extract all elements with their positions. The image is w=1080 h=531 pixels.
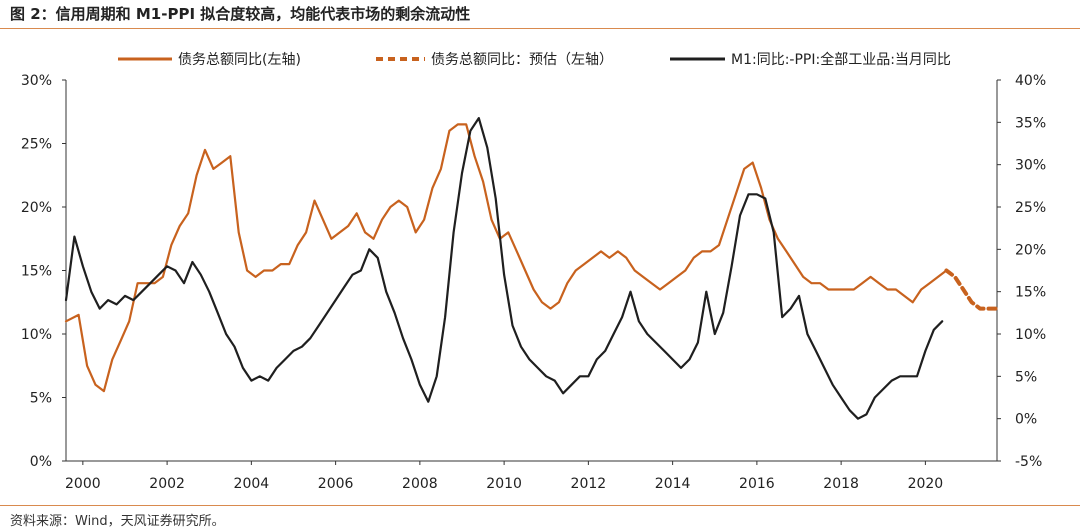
x-tick-label: 2002: [149, 476, 185, 492]
left-tick-label: 0%: [30, 454, 52, 470]
right-tick-label: 30%: [1015, 158, 1046, 174]
axes: [65, 80, 998, 462]
left-tick-label: 30%: [21, 73, 52, 89]
right-tick-label: 20%: [1015, 242, 1046, 258]
legend-label-debt-forecast: 债务总额同比：预估（左轴）: [431, 52, 613, 68]
right-tick-label: 15%: [1015, 285, 1046, 301]
right-tick-label: 5%: [1015, 369, 1037, 385]
footer-divider: [0, 505, 1080, 506]
left-tick-label: 10%: [21, 327, 52, 343]
left-tick-label: 5%: [30, 391, 52, 407]
x-tick-label: 2012: [571, 476, 607, 492]
series-debt-forecast: [944, 268, 999, 311]
left-tick-label: 15%: [21, 264, 52, 280]
x-tick-label: 2020: [908, 476, 944, 492]
x-tick-label: 2000: [65, 476, 101, 492]
right-tick-label: 10%: [1015, 327, 1046, 343]
left-tick-label: 20%: [21, 200, 52, 216]
right-axis-ticks: -5% 0% 5% 10% 15% 20% 25% 30% 35% 40%: [997, 73, 1046, 470]
plot-area: [64, 116, 999, 420]
left-axis-ticks: 0% 5% 10% 15% 20% 25% 30%: [21, 73, 66, 470]
x-tick-label: 2014: [655, 476, 691, 492]
legend: 债务总额同比(左轴) 债务总额同比：预估（左轴） M1:同比:-PPI:全部工业…: [118, 51, 951, 68]
title-divider: [0, 28, 1080, 29]
right-tick-label: 40%: [1015, 73, 1046, 89]
x-tick-label: 2016: [739, 476, 775, 492]
x-tick-label: 2008: [402, 476, 438, 492]
right-tick-label: 25%: [1015, 200, 1046, 216]
right-tick-label: -5%: [1015, 454, 1042, 470]
x-tick-label: 2010: [486, 476, 522, 492]
legend-label-debt: 债务总额同比(左轴): [178, 52, 301, 68]
x-axis-ticks: 2000 2002 2004 2006 2008 2010 2012 2014 2016 2018…: [65, 461, 943, 492]
x-tick-label: 2006: [318, 476, 354, 492]
series-debt-yoy: [64, 123, 948, 393]
legend-label-m1-ppi: M1:同比:-PPI:全部工业品:当月同比: [731, 51, 951, 68]
left-tick-label: 25%: [21, 137, 52, 153]
chart-title: 图 2：信用周期和 M1-PPI 拟合度较高，均能代表市场的剩余流动性: [10, 5, 471, 23]
source-note: 资料来源：Wind，天风证券研究所。: [10, 514, 225, 529]
right-tick-label: 0%: [1015, 412, 1037, 428]
x-tick-label: 2004: [234, 476, 270, 492]
x-tick-label: 2018: [823, 476, 859, 492]
series-m1-ppi: [64, 116, 944, 420]
right-tick-label: 35%: [1015, 115, 1046, 131]
